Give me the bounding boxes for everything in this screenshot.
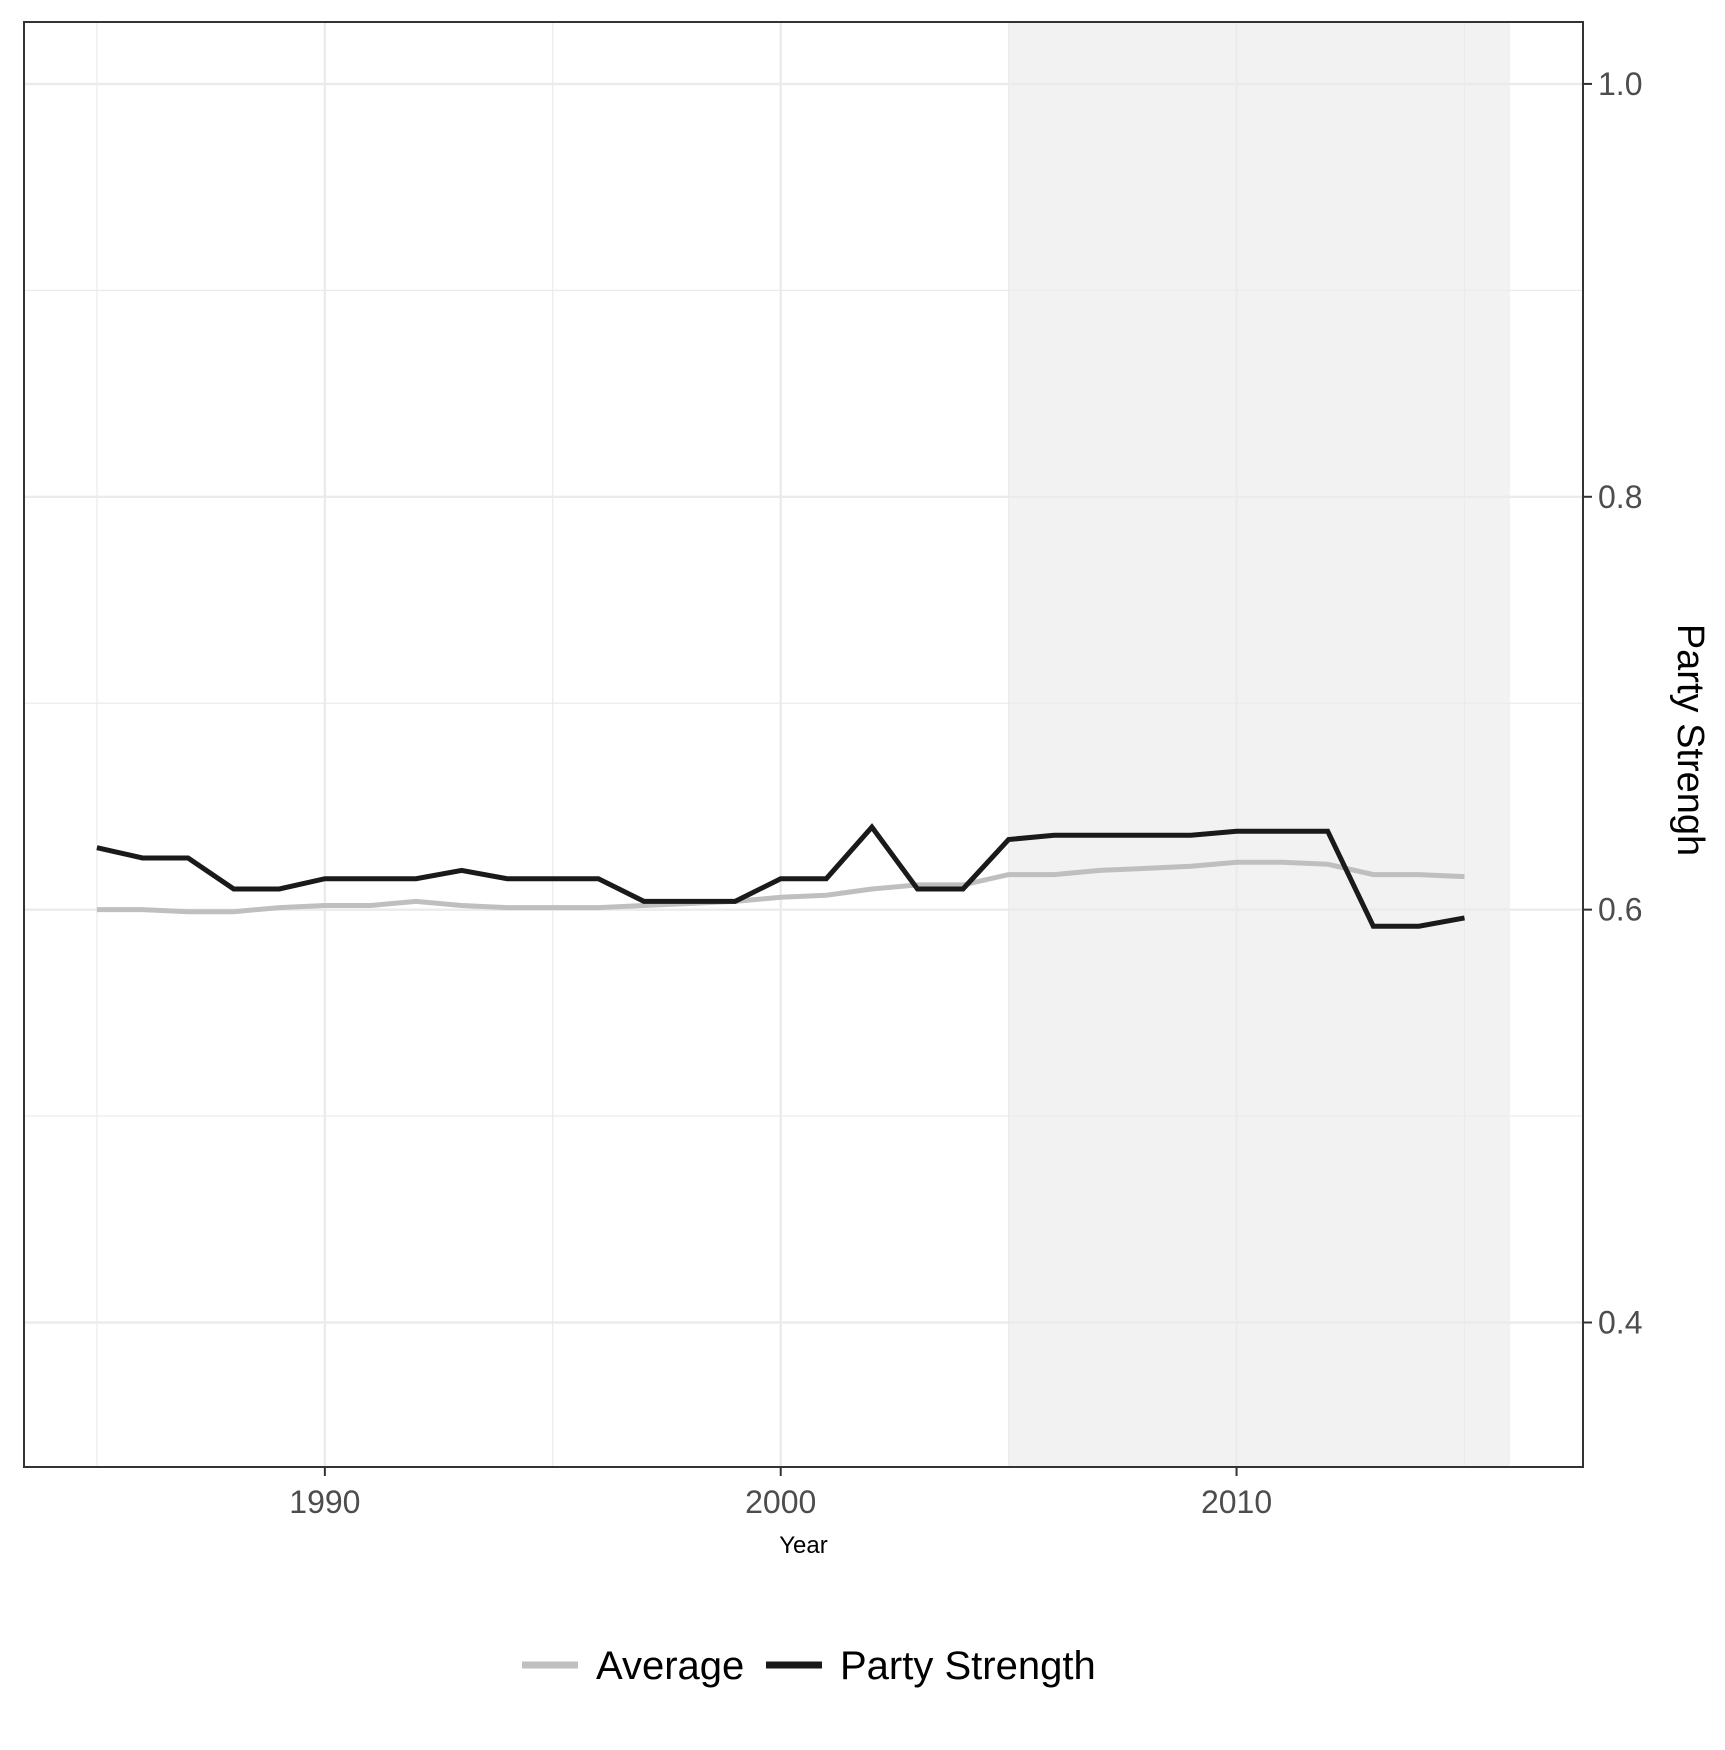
legend: Average Party Strength	[522, 1644, 1096, 1688]
y-tick-label: 0.4	[1598, 1305, 1642, 1341]
x-tick-label: 2000	[745, 1484, 816, 1520]
y-axis-title: Party Strengh	[1669, 624, 1711, 856]
legend-label-0: Average	[596, 1644, 744, 1688]
y-axis: 0.4 0.6 0.8 1.0	[1583, 66, 1642, 1341]
series-line-1	[96, 823, 1465, 929]
y-tick-label: 0.6	[1598, 892, 1642, 928]
series-lines	[96, 823, 1465, 929]
x-tick-label: 1990	[289, 1484, 360, 1520]
x-tick-label: 2010	[1201, 1484, 1272, 1520]
x-axis-title: Year	[779, 1532, 828, 1559]
minor-gridlines	[24, 22, 1583, 1467]
y-tick-label: 0.8	[1598, 479, 1642, 515]
major-gridlines	[24, 22, 1583, 1467]
plot-panel-border	[23, 21, 1584, 1468]
shaded-region	[1008, 22, 1511, 1467]
series-line-0	[96, 859, 1465, 915]
legend-label-1: Party Strength	[840, 1644, 1096, 1688]
x-axis: 1990 2000 2010	[289, 1467, 1272, 1520]
y-tick-label: 1.0	[1598, 66, 1642, 102]
